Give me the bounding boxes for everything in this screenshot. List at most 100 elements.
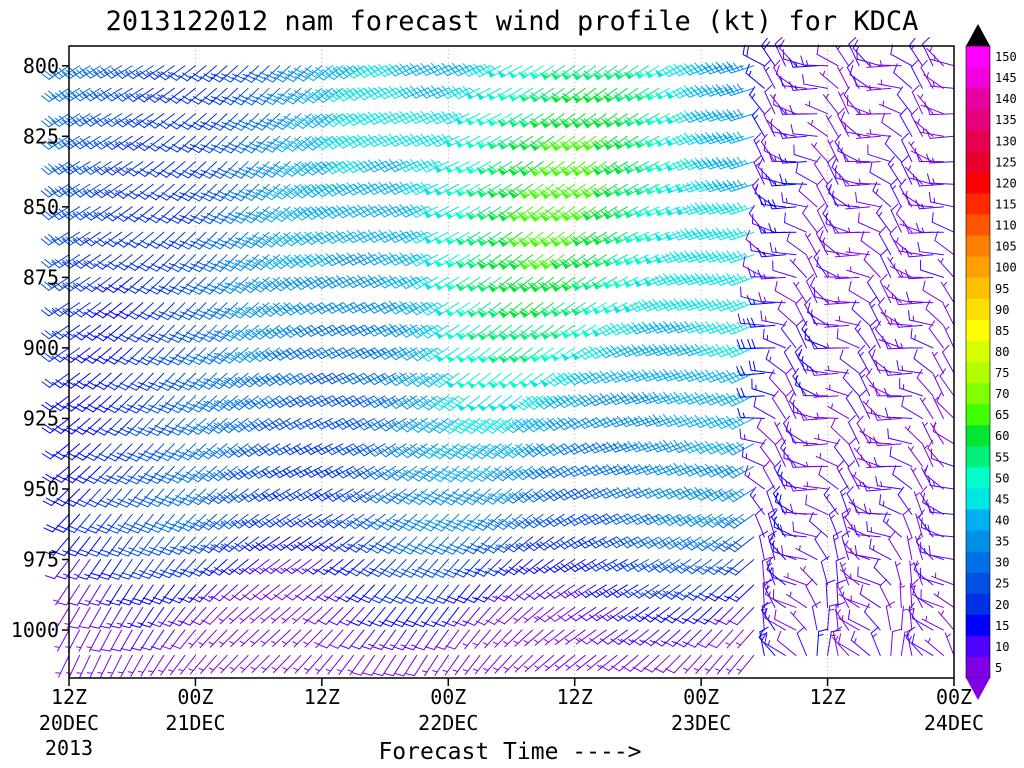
- wind-barb: [895, 205, 913, 233]
- wind-barb: [556, 416, 586, 431]
- wind-barb: [810, 142, 829, 163]
- wind-barb: [714, 156, 744, 170]
- wind-barb: [937, 257, 955, 278]
- wind-barb: [198, 629, 217, 649]
- wind-barb: [93, 65, 123, 79]
- wind-barb: [822, 93, 839, 115]
- wind-barb: [897, 486, 913, 515]
- wind-barb: [284, 87, 312, 105]
- wind-barb: [93, 183, 123, 199]
- wind-barb: [66, 559, 91, 580]
- colorbar-label: 105: [995, 240, 1017, 254]
- wind-barb: [753, 155, 765, 185]
- wind-barb: [147, 183, 175, 201]
- wind-barb: [465, 161, 491, 175]
- wind-barb: [906, 626, 916, 656]
- wind-barb: [211, 161, 239, 179]
- wind-barb: [513, 654, 534, 673]
- wind-barb: [779, 173, 807, 185]
- wind-barb: [554, 654, 576, 671]
- wind-barb: [304, 113, 333, 129]
- wind-barb: [486, 65, 512, 78]
- wind-barb: [802, 74, 829, 89]
- wind-barb: [486, 87, 512, 101]
- wind-barb: [869, 162, 892, 185]
- wind-barb: [867, 144, 892, 163]
- wind-barb: [550, 206, 576, 222]
- wind-barb: [834, 273, 860, 280]
- wind-barb: [89, 606, 112, 629]
- wind-barb: [575, 654, 597, 671]
- wind-barb: [503, 654, 523, 673]
- colorbar-label: 85: [995, 324, 1009, 338]
- wind-barb: [249, 629, 270, 647]
- wind-barb: [486, 113, 512, 127]
- wind-barb: [612, 135, 639, 150]
- colorbar-swatch: [966, 193, 990, 215]
- colorbar-swatch: [966, 109, 990, 131]
- wind-barb: [824, 343, 850, 349]
- wind-barb: [724, 62, 755, 74]
- x-tick-label: 00Z: [683, 685, 719, 709]
- wind-barb: [179, 135, 207, 153]
- wind-barb: [508, 324, 534, 341]
- wind-barb: [859, 428, 881, 445]
- wind-barb: [928, 320, 944, 349]
- wind-barb: [475, 113, 502, 126]
- wind-barb: [814, 434, 839, 445]
- wind-barb: [228, 606, 249, 625]
- colorbar-swatch: [966, 319, 990, 342]
- wind-barb: [200, 161, 228, 179]
- x-tick-date: 20DEC: [39, 711, 99, 735]
- colorbar-label: 55: [995, 450, 1009, 464]
- wind-barb: [529, 276, 555, 293]
- wind-barb: [780, 439, 797, 467]
- wind-barb: [915, 199, 944, 210]
- wind-barb: [294, 65, 323, 82]
- wind-barb: [539, 324, 565, 340]
- wind-barb: [602, 87, 628, 103]
- wind-barb: [518, 87, 544, 103]
- colorbar-swatch: [966, 362, 990, 384]
- wind-barb: [854, 320, 871, 349]
- wind-barb: [409, 181, 439, 196]
- wind-barb: [819, 70, 839, 89]
- wind-barb: [866, 62, 892, 68]
- wind-barb: [564, 629, 586, 645]
- wind-barb: [693, 179, 723, 193]
- wind-barb: [523, 629, 544, 647]
- wind-barb: [284, 65, 312, 83]
- wind-barb: [232, 161, 260, 179]
- wind-barb: [219, 654, 239, 674]
- wind-barb: [890, 628, 903, 656]
- wind-barb: [789, 104, 818, 115]
- wind-barb: [644, 87, 671, 101]
- colorbar-label: 25: [995, 577, 1009, 591]
- colorbar-label: 10: [995, 640, 1009, 654]
- wind-barb: [813, 412, 839, 419]
- colorbar-label: 115: [995, 198, 1017, 212]
- wind-barb: [560, 161, 586, 177]
- wind-barb: [920, 59, 934, 89]
- wind-barb: [497, 347, 523, 364]
- wind-barb: [714, 109, 744, 122]
- y-tick-label: 1000: [11, 618, 59, 642]
- wind-barb: [602, 65, 628, 81]
- wind-barb: [761, 167, 786, 185]
- wind-barb: [263, 183, 291, 201]
- wind-barb: [881, 112, 902, 137]
- wind-barb: [823, 240, 850, 256]
- wind-barb: [762, 328, 786, 349]
- wind-barb: [550, 183, 576, 200]
- wind-barb: [86, 654, 102, 678]
- wind-barb: [497, 135, 523, 150]
- wind-barb: [115, 183, 144, 199]
- wind-barb: [304, 87, 333, 104]
- wind-barb: [41, 65, 70, 80]
- x-tick-year: 2013: [45, 736, 93, 760]
- wind-barb: [928, 191, 955, 208]
- wind-barb: [454, 135, 481, 148]
- wind-barb: [661, 487, 692, 500]
- wind-barb: [211, 113, 239, 131]
- wind-barb: [507, 113, 534, 128]
